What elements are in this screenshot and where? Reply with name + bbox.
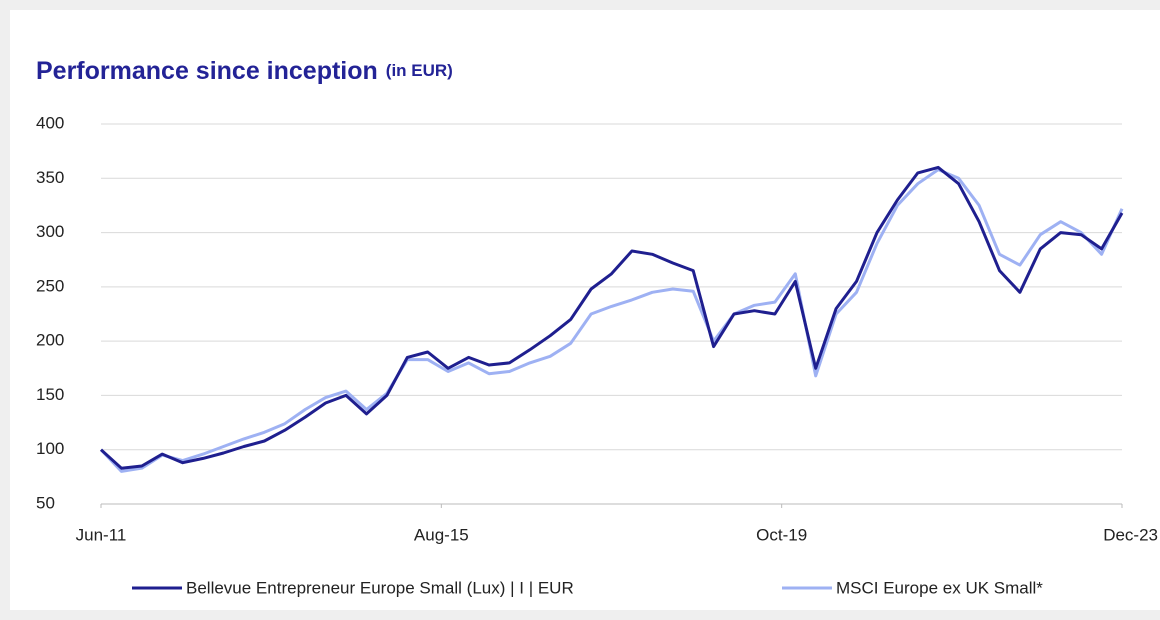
series-line <box>99 165 1124 470</box>
y-tick-label: 50 <box>36 493 55 512</box>
chart-title: Performance since inception (in EUR) <box>36 57 453 85</box>
panel <box>10 10 1160 610</box>
legend-label: MSCI Europe ex UK Small* <box>836 578 1043 597</box>
x-tick-label: Aug-15 <box>414 525 469 544</box>
y-tick-label: 250 <box>36 276 64 295</box>
y-tick-label: 400 <box>36 113 64 132</box>
legend-label: Bellevue Entrepreneur Europe Small (Lux)… <box>186 578 574 597</box>
x-tick-label: Dec-23 <box>1103 525 1158 544</box>
x-tick-label: Oct-19 <box>756 525 807 544</box>
y-tick-label: 300 <box>36 222 64 241</box>
series-line <box>99 168 1124 473</box>
subtitle: (in EUR) <box>386 61 453 80</box>
y-tick-label: 350 <box>36 168 64 187</box>
y-tick-label: 200 <box>36 331 64 350</box>
y-tick-label: 100 <box>36 439 64 458</box>
x-tick-label: Jun-11 <box>76 525 127 544</box>
title: Performance since inception <box>36 57 378 85</box>
y-tick-label: 150 <box>36 385 64 404</box>
